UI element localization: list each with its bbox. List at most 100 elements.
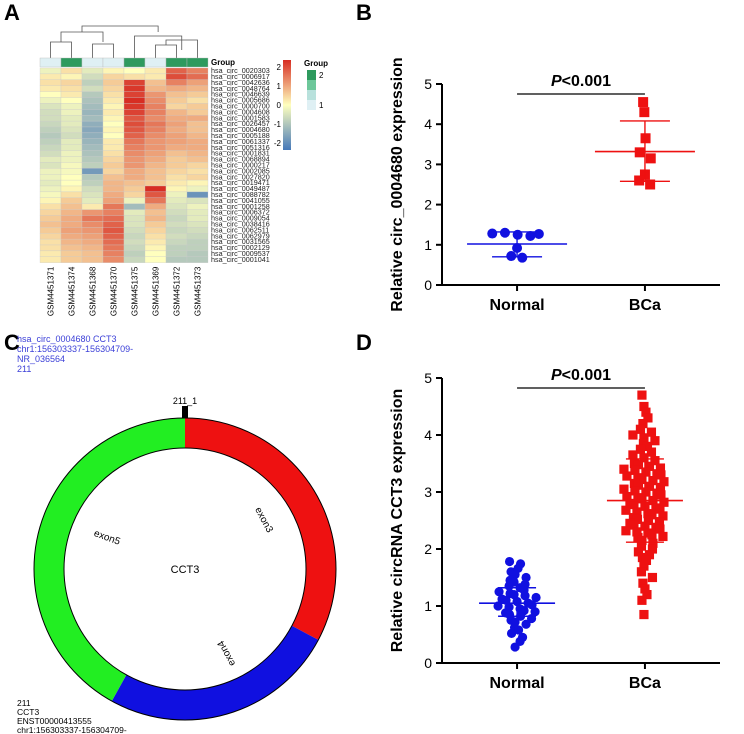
y-tick-label: 3 xyxy=(424,484,432,500)
x-tick-label: BCa xyxy=(629,297,661,314)
heatmap-cell xyxy=(81,156,104,163)
group-annotation-cell xyxy=(186,57,209,68)
data-point xyxy=(639,453,649,463)
heatmap-cell xyxy=(102,221,125,228)
data-point xyxy=(637,595,647,605)
heatmap-cell xyxy=(165,144,188,151)
data-point xyxy=(510,642,520,652)
heatmap-cell xyxy=(123,185,146,193)
heatmap-cell xyxy=(39,244,62,252)
heatmap-row-label: hsa_circ_0048764 xyxy=(211,84,270,93)
heatmap-cell xyxy=(60,256,83,263)
heatmap-cell xyxy=(123,215,146,222)
heatmap-cell xyxy=(144,120,167,128)
heatmap-cell xyxy=(186,79,209,86)
data-point xyxy=(638,97,649,108)
heatmap-cell xyxy=(123,120,146,128)
heatmap-cell xyxy=(123,132,146,139)
heatmap-row-label: hsa_circ_0027820 xyxy=(211,172,270,181)
circrna-map-panel: hsa_circ_0004680 CCT3chr1:156303337-1563… xyxy=(17,334,337,734)
heatmap-cell xyxy=(81,209,104,216)
heatmap-cell xyxy=(165,67,188,75)
heatmap-cell xyxy=(102,209,125,216)
circ-header-line: hsa_circ_0004680 CCT3 xyxy=(17,334,117,344)
heatmap-cell xyxy=(186,174,209,181)
heatmap-cell xyxy=(102,144,125,151)
heatmap-cell xyxy=(186,73,209,80)
heatmap-cell xyxy=(81,150,104,157)
heatmap-cell xyxy=(123,138,146,145)
heatmap-row-label: hsa_circ_0068894 xyxy=(211,155,270,164)
data-point xyxy=(640,584,650,594)
heatmap-cell xyxy=(123,227,146,234)
heatmap-cell xyxy=(144,150,167,157)
junction-marker-label: 211_1 xyxy=(173,396,197,406)
y-tick-label: 5 xyxy=(424,370,432,386)
data-point xyxy=(494,587,504,597)
y-tick-label: 2 xyxy=(424,197,432,213)
heatmap-cell xyxy=(123,85,146,92)
heatmap-cell xyxy=(144,221,167,228)
heatmap-cell xyxy=(123,203,146,210)
data-point xyxy=(643,515,654,526)
panel-letter-b: B xyxy=(356,0,372,25)
significance-value: <0.001 xyxy=(562,367,611,384)
heatmap-cell xyxy=(102,168,125,175)
data-point xyxy=(644,550,655,560)
heatmap-cell xyxy=(81,91,104,98)
heatmap-cell xyxy=(102,215,125,222)
heatmap-cell xyxy=(165,250,188,257)
heatmap-cell xyxy=(123,79,146,86)
heatmap-cell xyxy=(81,144,104,151)
heatmap-cell xyxy=(123,103,146,110)
heatmap-cell xyxy=(165,97,188,104)
heatmap-cell xyxy=(102,227,125,234)
significance-label: P<0.001 xyxy=(551,73,611,90)
heatmap-cell xyxy=(186,185,209,193)
heatmap-row-label: hsa_circ_0020303 xyxy=(211,66,270,75)
group-annotation-cell xyxy=(144,57,167,68)
data-point xyxy=(506,628,517,638)
panel-letter-d: D xyxy=(356,330,372,355)
exon-arc-exon4 xyxy=(111,625,319,720)
dendrogram-link xyxy=(92,43,114,50)
heatmap-cell xyxy=(165,150,188,157)
heatmap-cell xyxy=(165,244,188,252)
heatmap-cell xyxy=(102,162,125,169)
heatmap-cell xyxy=(165,91,188,98)
heatmap-panel: Grouphsa_circ_0020303hsa_circ_0006917hsa… xyxy=(39,25,328,316)
data-point xyxy=(656,470,666,480)
data-point xyxy=(499,227,510,238)
data-point xyxy=(629,499,639,510)
exon-label: exon3 xyxy=(252,506,275,536)
data-point xyxy=(641,555,652,565)
dendrogram-link xyxy=(50,41,72,48)
heatmap-cell xyxy=(81,85,104,92)
y-tick-label: 5 xyxy=(424,76,432,92)
heatmap-cell xyxy=(81,79,104,86)
heatmap-cell xyxy=(123,238,146,246)
group-annotation-title: Group xyxy=(211,58,235,67)
heatmap-cell xyxy=(39,73,62,80)
data-point xyxy=(656,490,666,500)
color-scale-bar xyxy=(283,60,291,150)
data-point xyxy=(637,535,647,546)
heatmap-cell xyxy=(60,85,83,92)
heatmap-cell xyxy=(165,115,188,122)
data-point xyxy=(637,474,647,485)
data-point xyxy=(634,175,645,186)
group-annotation-cell xyxy=(39,57,62,68)
scatter-chart-d: 0 1 2 3 4 5 Normal BCa Relative circRNA CCT3 exp… xyxy=(389,367,720,692)
heatmap-row-label: hsa_circ_0006372 xyxy=(211,208,270,217)
group-legend-tick: 1 xyxy=(319,101,324,110)
heatmap-cell xyxy=(81,67,104,75)
heatmap-cell xyxy=(165,238,188,246)
data-point xyxy=(639,561,649,571)
heatmap-sample-label: GSM4451375 xyxy=(131,266,140,316)
color-scale-tick: 1 xyxy=(277,82,282,91)
heatmap-cell xyxy=(102,126,125,134)
color-scale-tick: 0 xyxy=(277,101,282,110)
heatmap-cell xyxy=(60,103,83,110)
heatmap-cell xyxy=(165,73,188,80)
heatmap-sample-label: GSM4451373 xyxy=(194,266,203,316)
